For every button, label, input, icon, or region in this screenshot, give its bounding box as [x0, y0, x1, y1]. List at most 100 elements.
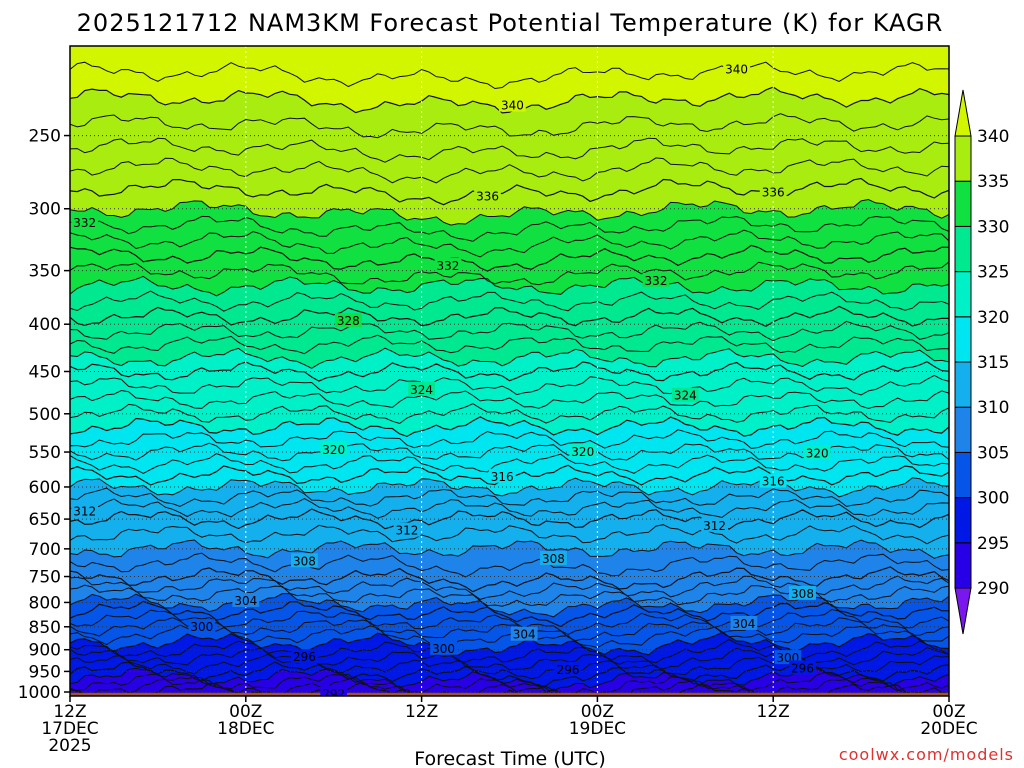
terrain-ground — [70, 692, 949, 696]
colorbar-label-315: 315 — [977, 353, 1009, 373]
contour-label-text: 332 — [645, 274, 668, 288]
y-tick-label-450: 450 — [29, 362, 61, 382]
contour-label-bg — [540, 551, 567, 566]
y-tick-label-250: 250 — [29, 127, 61, 147]
colorbar-label-310: 310 — [977, 398, 1009, 418]
plot-area: 340 340 336 336 332 332 332 328 324 324 320 320 320 3… — [70, 46, 949, 701]
contour-label-324-8: 324 — [408, 381, 435, 397]
isoline-329 — [70, 290, 949, 312]
contour-label-bg — [393, 522, 421, 537]
isoline-294 — [70, 671, 949, 696]
contour-label-text: 336 — [476, 190, 499, 204]
contour-label-bg — [701, 517, 728, 532]
contour-label-bg — [569, 444, 597, 459]
contour-label-bg — [730, 615, 758, 630]
isoline-301 — [70, 624, 949, 649]
x-tick-label-36-1: 00Z — [581, 702, 614, 722]
isoline-334 — [70, 215, 949, 242]
contour-label-text: 320 — [322, 443, 345, 457]
y-tick-label-850: 850 — [29, 618, 61, 638]
contour-label-336-2: 336 — [474, 188, 501, 204]
isoline-326 — [70, 334, 949, 355]
y-tick-label-600: 600 — [29, 478, 61, 498]
isoline-304 — [70, 600, 949, 628]
isoline-302 — [70, 617, 949, 642]
y-tick-label-350: 350 — [29, 262, 61, 282]
isoline-309 — [70, 552, 949, 578]
contour-label-text: 308 — [542, 552, 565, 566]
isoline-315 — [70, 476, 949, 498]
isoline-303 — [70, 608, 949, 635]
contour-label-bg — [759, 473, 787, 488]
contour-label-text: 340 — [501, 99, 524, 113]
contour-label-bg — [334, 313, 362, 328]
isoline-320 — [70, 416, 949, 438]
watermark: coolwx.com/models — [839, 745, 1014, 764]
contour-labels: 340 340 336 336 332 332 332 328 324 324 320 320 320 3… — [71, 61, 831, 701]
contour-label-bg — [71, 215, 99, 230]
contour-label-308-20: 308 — [789, 585, 816, 601]
y-tick-label-950: 950 — [29, 662, 61, 682]
x-tick-label-12-2: 18DEC — [217, 719, 274, 739]
contour-label-text: 332 — [437, 259, 460, 273]
contour-label-bg — [803, 445, 831, 460]
isoline-314 — [70, 487, 949, 507]
x-tick-label-12-1: 00Z — [229, 702, 262, 722]
contour-label-text: 300 — [432, 642, 455, 656]
contour-label-bg — [499, 97, 526, 112]
contour-label-bg — [232, 592, 260, 607]
contour-label-text: 320 — [571, 445, 594, 459]
isoline-340 — [70, 86, 949, 114]
colorbar-bottom-arrow — [954, 587, 972, 635]
x-tick-label-0-2: 17DEC — [41, 719, 98, 739]
x-tick-label-60-2: 20DEC — [920, 719, 977, 739]
contour-label-text: 328 — [337, 314, 360, 328]
contour-label-332-6: 332 — [642, 272, 670, 288]
isoline-338 — [70, 137, 949, 163]
y-tick-label-750: 750 — [29, 568, 61, 588]
contour-label-text: 300 — [190, 620, 213, 634]
colorbar-swatch-6 — [954, 316, 972, 363]
contour-label-bg — [434, 258, 462, 273]
contour-label-336-3: 336 — [759, 184, 787, 199]
contour-label-300-25: 300 — [430, 640, 457, 656]
contour-label-text: 296 — [557, 663, 580, 677]
contour-label-320-12: 320 — [803, 445, 831, 460]
contour-label-bg — [188, 619, 216, 634]
isoline-321 — [70, 403, 949, 425]
x-tick-label-0-1: 12Z — [53, 702, 86, 722]
contour-label-316-14: 316 — [759, 473, 787, 489]
contour-label-296-28: 296 — [554, 662, 582, 677]
contour-label-320-10: 320 — [320, 441, 348, 457]
contour-label-292-30: 292 — [320, 686, 348, 701]
isoline-313 — [70, 498, 949, 519]
contour-label-bg — [320, 686, 348, 696]
isoline-323 — [70, 374, 949, 396]
contour-label-text: 304 — [513, 628, 536, 642]
x-tick-label-24-1: 12Z — [405, 702, 438, 722]
y-tick-label-300: 300 — [29, 200, 61, 220]
y-tick-label-700: 700 — [29, 540, 61, 560]
contour-label-text: 316 — [762, 475, 785, 489]
isoline-333 — [70, 229, 949, 258]
contour-label-bg — [554, 662, 582, 677]
contour-label-316-13: 316 — [488, 468, 516, 484]
isoline-324 — [70, 361, 949, 382]
y-tick-label-400: 400 — [29, 315, 61, 335]
x-tick-label-36-2: 19DEC — [569, 719, 626, 739]
contour-label-340-0: 340 — [723, 61, 750, 76]
isoline-322 — [70, 389, 949, 409]
isoline-327 — [70, 320, 949, 342]
contour-label-text: 292 — [322, 687, 345, 701]
colorbar-label-295: 295 — [977, 534, 1009, 554]
contour-label-312-17: 312 — [701, 517, 728, 533]
contour-label-304-21: 304 — [232, 592, 260, 608]
contour-label-text: 320 — [806, 446, 829, 460]
contour-label-text: 296 — [293, 650, 316, 664]
contour-label-312-16: 312 — [393, 522, 421, 538]
x-axis-label: Forecast Time (UTC) — [414, 748, 605, 768]
contour-label-bg — [789, 660, 816, 675]
isoline-341 — [70, 61, 949, 90]
contour-label-328-7: 328 — [334, 313, 362, 328]
